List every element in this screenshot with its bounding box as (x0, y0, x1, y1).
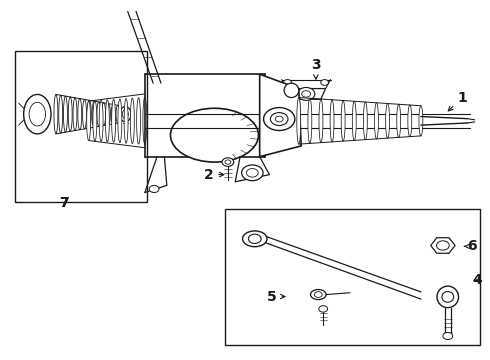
Ellipse shape (24, 94, 51, 134)
Ellipse shape (83, 99, 87, 129)
Ellipse shape (386, 103, 390, 138)
Bar (15, 51, 147, 202)
Ellipse shape (419, 106, 423, 136)
Ellipse shape (116, 105, 120, 123)
Ellipse shape (341, 100, 345, 141)
Ellipse shape (124, 99, 128, 143)
Ellipse shape (443, 332, 453, 339)
Ellipse shape (308, 98, 312, 143)
Text: 4: 4 (472, 273, 482, 287)
Ellipse shape (143, 97, 147, 144)
Ellipse shape (408, 105, 412, 137)
Ellipse shape (284, 83, 299, 98)
Ellipse shape (92, 101, 96, 127)
Ellipse shape (93, 101, 97, 141)
Ellipse shape (59, 95, 63, 133)
Ellipse shape (397, 104, 401, 138)
Ellipse shape (171, 108, 258, 162)
Ellipse shape (319, 306, 328, 312)
Ellipse shape (264, 108, 295, 131)
Text: 2: 2 (203, 168, 224, 182)
Ellipse shape (149, 185, 159, 193)
Ellipse shape (99, 100, 103, 141)
Ellipse shape (64, 96, 68, 132)
Ellipse shape (321, 80, 329, 85)
Text: 7: 7 (59, 196, 69, 210)
Ellipse shape (120, 107, 131, 122)
Ellipse shape (284, 80, 292, 85)
Ellipse shape (73, 98, 77, 131)
Text: 6: 6 (465, 239, 477, 253)
Ellipse shape (78, 99, 82, 130)
Ellipse shape (112, 99, 116, 142)
Ellipse shape (311, 289, 326, 300)
Text: 3: 3 (311, 58, 320, 79)
Ellipse shape (297, 87, 315, 100)
Ellipse shape (437, 286, 459, 308)
Ellipse shape (111, 104, 115, 124)
Bar (225, 209, 480, 345)
Ellipse shape (54, 94, 58, 134)
Ellipse shape (364, 102, 368, 140)
Ellipse shape (97, 102, 101, 126)
Ellipse shape (137, 98, 141, 144)
Ellipse shape (105, 100, 109, 142)
Polygon shape (287, 89, 326, 99)
Ellipse shape (352, 101, 356, 140)
Ellipse shape (87, 101, 91, 140)
Ellipse shape (130, 98, 134, 144)
Text: 7: 7 (59, 196, 69, 210)
Ellipse shape (297, 98, 301, 144)
Polygon shape (260, 74, 301, 157)
Ellipse shape (319, 99, 323, 143)
Ellipse shape (222, 158, 234, 166)
Ellipse shape (106, 104, 110, 125)
Text: 1: 1 (448, 90, 467, 111)
Ellipse shape (330, 100, 334, 142)
Polygon shape (431, 238, 455, 253)
Ellipse shape (118, 99, 122, 143)
Ellipse shape (374, 103, 378, 139)
Text: 5: 5 (267, 289, 285, 303)
Ellipse shape (242, 165, 263, 181)
Ellipse shape (87, 100, 91, 128)
Ellipse shape (68, 97, 72, 131)
Ellipse shape (102, 103, 106, 126)
Ellipse shape (243, 231, 267, 247)
